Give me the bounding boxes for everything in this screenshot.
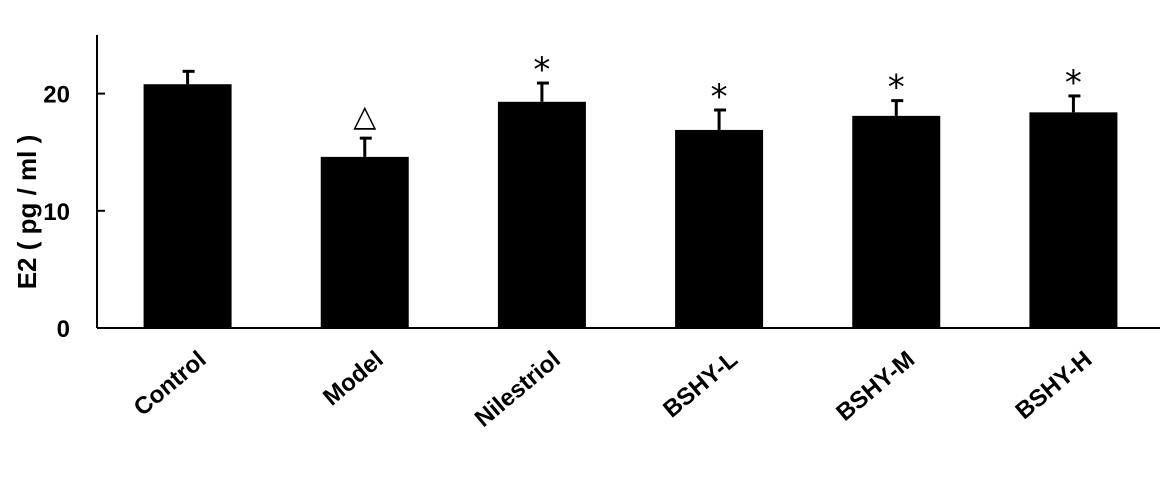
- y-tick-label: 20: [43, 82, 70, 109]
- category-label: Control: [129, 346, 212, 422]
- significance-marker: △: [353, 99, 376, 134]
- bars: △ * * * *: [143, 50, 1118, 329]
- significance-marker: *: [533, 50, 550, 90]
- significance-marker: *: [1065, 63, 1082, 103]
- category-label: BSHY-L: [658, 346, 743, 423]
- bar: [320, 156, 409, 328]
- bar: [143, 84, 232, 328]
- category-label: Nilestriol: [470, 346, 566, 433]
- bar: [852, 115, 941, 328]
- category-label: BSHY-H: [1010, 346, 1097, 425]
- significance-marker: *: [711, 77, 728, 117]
- y-tick-label: 0: [57, 316, 70, 343]
- y-tick-label: 10: [43, 199, 70, 226]
- significance-marker: *: [888, 68, 905, 108]
- axes: 0 10 20: [43, 35, 1160, 343]
- category-labels: Control Model Nilestriol BSHY-L BSHY-M BSHY-H: [129, 346, 1098, 433]
- y-axis-label: E2 ( pg / ml ): [12, 135, 42, 290]
- bar: [497, 101, 586, 328]
- bar: [1029, 112, 1118, 329]
- category-label: BSHY-M: [831, 346, 920, 427]
- category-label: Model: [318, 346, 388, 411]
- bar: [675, 129, 764, 328]
